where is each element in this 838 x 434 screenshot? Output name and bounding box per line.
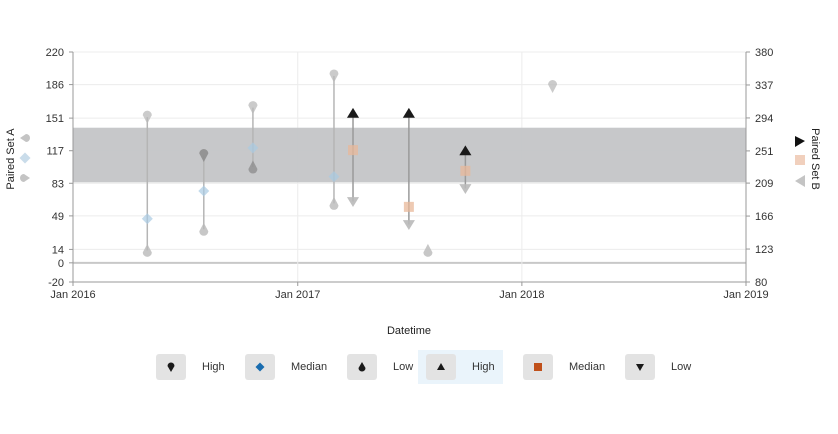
legend-item-3[interactable]: High — [418, 350, 503, 384]
legend-item-4[interactable]: Median — [523, 350, 605, 384]
drop-icon — [347, 354, 377, 380]
set-a-high-point[interactable] — [329, 69, 339, 83]
set-a-high-point[interactable] — [548, 80, 558, 94]
legend-label: High — [202, 361, 225, 373]
set-b-high-point[interactable] — [402, 107, 415, 118]
y-left-tick-label: 49 — [52, 211, 64, 223]
y-left-tick-label: 151 — [46, 113, 64, 125]
legend-label: Median — [291, 361, 328, 373]
x-tick-label: Jan 2016 — [50, 289, 95, 301]
y-left-tick-label: 14 — [52, 244, 64, 256]
set-b-median-point[interactable] — [403, 201, 414, 212]
legend-label: Low — [671, 361, 692, 373]
set-b-median-point[interactable] — [460, 165, 471, 176]
set-a-low-point[interactable] — [248, 160, 258, 174]
set-a-high-point[interactable] — [142, 110, 152, 124]
set-a-high-point[interactable] — [199, 149, 209, 163]
triangle-up-icon — [426, 354, 456, 380]
legend-item-1[interactable]: Median — [245, 350, 327, 384]
set-b-median-point[interactable] — [348, 145, 359, 156]
y-right-tick-label: 337 — [755, 80, 773, 92]
legend-item-5[interactable]: Low — [625, 350, 691, 384]
y-left-tick-label: 117 — [46, 146, 64, 158]
x-tick-label: Jan 2019 — [723, 289, 768, 301]
x-axis-title: Datetime — [387, 325, 431, 337]
set-a-median-point[interactable] — [247, 142, 259, 154]
legend: High Median Low High Median Low — [0, 350, 838, 386]
right-legend-median-icon — [795, 155, 805, 165]
y-right-tick-label: 166 — [755, 211, 773, 223]
y-axis-left-title: Paired Set A — [5, 128, 17, 190]
y-left-tick-label: 186 — [46, 80, 64, 92]
y-right-tick-label: 123 — [755, 244, 773, 256]
set-a-median-point[interactable] — [328, 171, 340, 183]
right-axis-legend — [795, 136, 805, 187]
legend-item-2[interactable]: Low — [347, 350, 413, 384]
y-left-tick-label: 83 — [52, 178, 64, 190]
triangle-down-icon — [625, 354, 655, 380]
set-a-low-point[interactable] — [329, 196, 339, 210]
y-left-tick-label: -20 — [48, 277, 64, 289]
set-a-low-point[interactable] — [423, 243, 433, 257]
left-legend-median-icon — [19, 152, 31, 164]
left-axis-legend — [19, 134, 31, 182]
diamond-icon — [245, 354, 275, 380]
legend-label: Median — [569, 361, 606, 373]
left-legend-low-icon — [20, 174, 30, 182]
square-icon — [523, 354, 553, 380]
set-b-low-point[interactable] — [459, 184, 472, 194]
pin-icon — [156, 354, 186, 380]
left-legend-high-icon — [20, 134, 30, 142]
right-legend-low-icon — [795, 175, 805, 187]
right-legend-high-icon — [795, 136, 805, 147]
set-b-low-point[interactable] — [346, 197, 360, 207]
y-axis-right-title: Paired Set B — [809, 128, 821, 190]
y-right-tick-label: 251 — [755, 146, 773, 158]
set-b-high-point[interactable] — [459, 145, 472, 156]
legend-item-0[interactable]: High — [156, 350, 225, 384]
x-tick-label: Jan 2018 — [499, 289, 544, 301]
set-a-median-point[interactable] — [198, 185, 210, 197]
y-left-tick-label: 0 — [58, 258, 64, 270]
legend-label: High — [472, 361, 495, 373]
y-left-tick-label: 220 — [46, 47, 64, 59]
set-a-median-point[interactable] — [141, 213, 153, 225]
axes: -20 0 14 49 83 117 151 186 220 80 123 166 209 251 294 3… — [46, 47, 774, 301]
set-b-low-point[interactable] — [402, 220, 415, 230]
set-a-high-point[interactable] — [248, 101, 258, 115]
y-right-tick-label: 380 — [755, 47, 773, 59]
y-right-tick-label: 294 — [755, 113, 773, 125]
set-a-low-point[interactable] — [142, 243, 152, 257]
y-right-tick-label: 209 — [755, 178, 773, 190]
data-marks — [141, 69, 558, 257]
legend-label: Low — [393, 361, 414, 373]
x-tick-label: Jan 2017 — [275, 289, 320, 301]
set-a-low-point[interactable] — [199, 222, 209, 236]
y-right-tick-label: 80 — [755, 277, 767, 289]
set-b-high-point[interactable] — [346, 107, 360, 118]
